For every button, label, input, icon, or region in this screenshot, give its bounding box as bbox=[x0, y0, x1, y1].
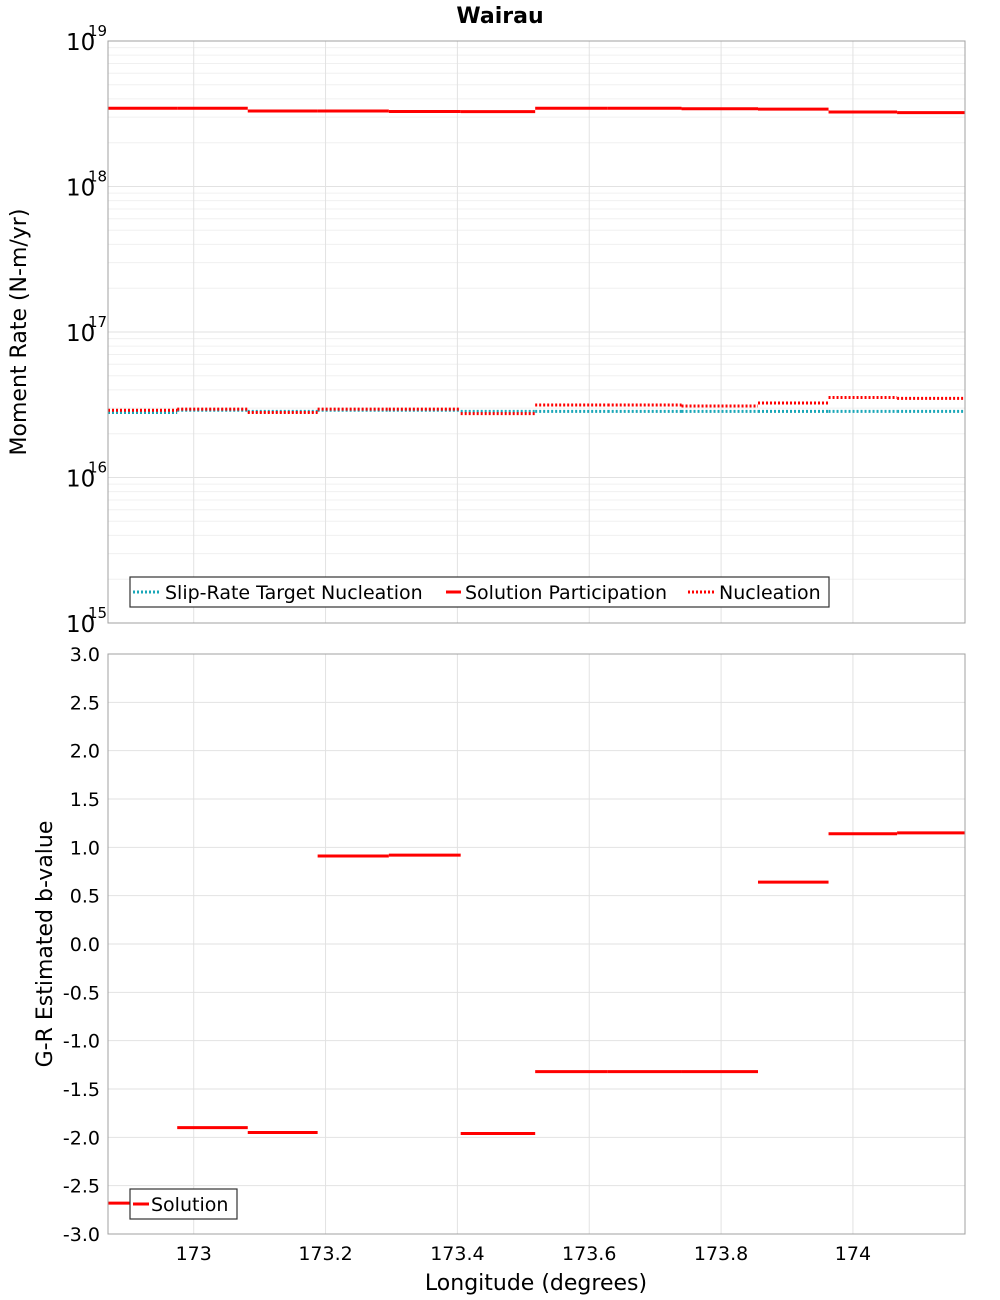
bottom-plot-frame bbox=[107, 653, 966, 1235]
top-y-tick-exponent: 17 bbox=[88, 313, 107, 331]
bottom-y-tick-label: 0.5 bbox=[70, 886, 100, 908]
top-grid bbox=[108, 40, 965, 624]
x-axis-label: Longitude (degrees) bbox=[425, 1271, 647, 1296]
bottom-y-tick-label: -0.5 bbox=[63, 982, 100, 1004]
bottom-panel: 3.0 2.5 2.0 1.5 1.0 0.5 0.0 -0.5 -1.0 -1.5 -2.0 -2.… bbox=[33, 644, 966, 1296]
top-series bbox=[108, 106, 965, 416]
x-tick-label: 173.8 bbox=[694, 1243, 748, 1265]
bottom-y-tick-label: -2.0 bbox=[63, 1127, 100, 1149]
bottom-legend: Solution bbox=[129, 1188, 238, 1220]
x-tick-label: 173.2 bbox=[298, 1243, 352, 1265]
legend-label-solution: Solution bbox=[151, 1194, 228, 1216]
bottom-y-tick-label: 3.0 bbox=[70, 644, 100, 666]
bottom-y-tick-label: 1.0 bbox=[70, 837, 100, 859]
top-plot-frame bbox=[107, 40, 966, 624]
legend-label-target: Slip-Rate Target Nucleation bbox=[165, 582, 423, 604]
top-y-tick-exponent: 19 bbox=[88, 22, 107, 40]
bottom-y-tick-label: -3.0 bbox=[63, 1224, 100, 1246]
chart-title: Wairau bbox=[456, 4, 543, 29]
top-y-tick-exponent: 15 bbox=[88, 604, 107, 622]
x-tick-label: 173.4 bbox=[430, 1243, 484, 1265]
top-y-tick-base: 10 bbox=[66, 176, 95, 202]
bottom-y-axis-label: G-R Estimated b-value bbox=[33, 821, 58, 1068]
bottom-y-tick-labels: 3.0 2.5 2.0 1.5 1.0 0.5 0.0 -0.5 -1.0 -1.5 -2.0 -2.… bbox=[63, 644, 100, 1246]
legend-label-participation: Solution Participation bbox=[465, 582, 667, 604]
bottom-y-tick-label: 2.5 bbox=[70, 692, 100, 714]
bottom-y-tick-label: 1.5 bbox=[70, 789, 100, 811]
x-tick-label: 174 bbox=[835, 1243, 871, 1265]
top-legend: Slip-Rate Target Nucleation Solution Par… bbox=[129, 576, 830, 608]
top-y-axis-label: Moment Rate (N-m/yr) bbox=[7, 209, 32, 456]
x-tick-labels: 173 173.2 173.4 173.6 173.8 174 bbox=[176, 1243, 871, 1265]
top-y-tick-base: 10 bbox=[66, 321, 95, 347]
bottom-y-tick-label: -1.0 bbox=[63, 1031, 100, 1053]
top-y-tick-base: 10 bbox=[66, 612, 95, 638]
bottom-y-tick-label: -2.5 bbox=[63, 1176, 100, 1198]
x-tick-label: 173.6 bbox=[562, 1243, 616, 1265]
bottom-y-tick-label: -1.5 bbox=[63, 1079, 100, 1101]
legend-label-nucleation: Nucleation bbox=[719, 582, 821, 604]
x-tick-label: 173 bbox=[176, 1243, 212, 1265]
top-y-tick-exponent: 18 bbox=[88, 168, 107, 186]
bottom-y-tick-label: 2.0 bbox=[70, 741, 100, 763]
top-y-tick-base: 10 bbox=[66, 467, 95, 493]
bottom-y-tick-label: 0.0 bbox=[70, 934, 100, 956]
top-y-tick-exponent: 16 bbox=[88, 459, 107, 477]
top-y-tick-base: 10 bbox=[66, 30, 95, 56]
